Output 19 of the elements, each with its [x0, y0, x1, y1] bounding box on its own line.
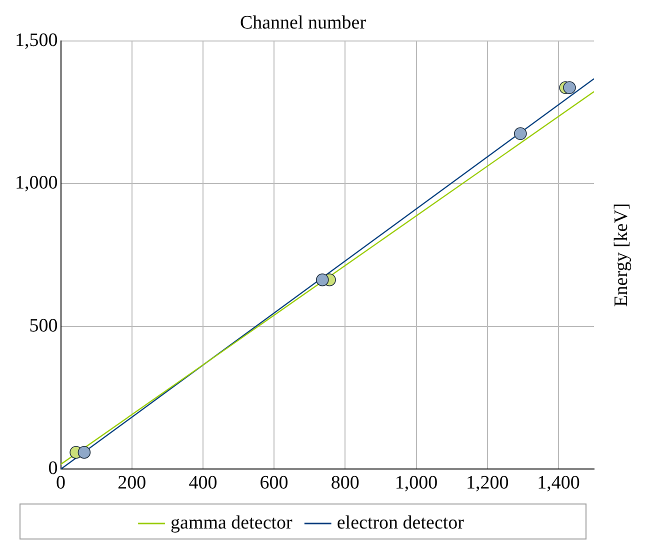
- x-tick-label: 1,000: [394, 472, 438, 494]
- y-tick-label: 1,000: [15, 172, 58, 194]
- x-tick-label: 200: [118, 472, 146, 494]
- x-tick-label: 600: [260, 472, 288, 494]
- legend-label: electron detector: [336, 512, 465, 534]
- point: [514, 127, 527, 140]
- y-tick-label: 1,500: [15, 30, 58, 51]
- x-tick-label: 1,200: [466, 472, 509, 494]
- x-tick-label: 400: [188, 472, 218, 494]
- y-tick-label: 500: [29, 315, 58, 336]
- y-axis-title: Energy [keV]: [610, 203, 632, 307]
- x-tick-label: 800: [330, 472, 360, 494]
- chart-title: Channel number: [240, 12, 367, 34]
- y-tick-label: 0: [48, 458, 58, 480]
- point: [78, 446, 91, 459]
- legend-label: gamma detector: [170, 512, 294, 534]
- point: [563, 81, 576, 94]
- point: [316, 273, 329, 286]
- x-tick-label: 1,400: [537, 472, 580, 494]
